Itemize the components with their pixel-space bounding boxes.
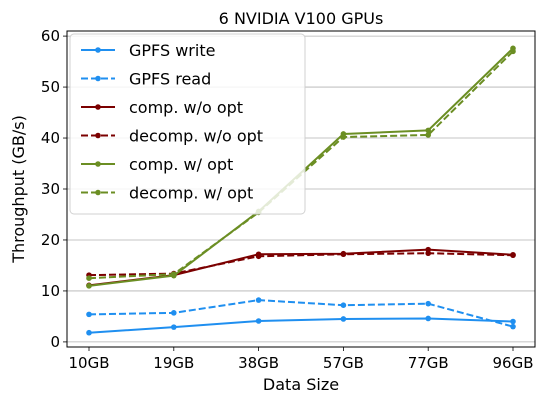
data-point bbox=[86, 275, 92, 281]
data-point bbox=[340, 134, 347, 140]
series-line bbox=[88, 252, 514, 277]
x-tick-label: 10GB bbox=[68, 354, 109, 372]
y-tick-label: 20 bbox=[41, 231, 60, 249]
data-point bbox=[171, 324, 177, 330]
data-point bbox=[255, 297, 262, 303]
y-tick-label: 50 bbox=[41, 78, 60, 96]
y-axis-label: Throughput (GB/s) bbox=[9, 115, 28, 264]
data-point bbox=[425, 132, 432, 138]
data-point bbox=[340, 302, 347, 309]
data-point bbox=[425, 250, 432, 257]
legend-box bbox=[69, 33, 306, 215]
series-0 bbox=[86, 315, 516, 336]
legend-item: decomp. w/ opt bbox=[81, 184, 253, 203]
legend-label: decomp. w/ opt bbox=[129, 184, 253, 203]
legend-label: comp. w/ opt bbox=[129, 155, 233, 174]
series-3 bbox=[86, 250, 516, 278]
data-point bbox=[340, 251, 347, 258]
legend-marker bbox=[95, 47, 101, 53]
y-axis-ticks: 0 10 20 30 40 50 60 bbox=[41, 27, 67, 351]
data-point bbox=[425, 127, 432, 134]
legend-label: GPFS write bbox=[129, 41, 215, 60]
x-tick-label: 77GB bbox=[408, 354, 449, 372]
legend-marker bbox=[95, 161, 101, 167]
legend-item: comp. w/ opt bbox=[81, 155, 233, 174]
x-tick-label: 38GB bbox=[238, 354, 279, 372]
x-axis-ticks: 10GB 19GB 38GB 57GB 77GB 96GB bbox=[68, 347, 534, 372]
x-tick-label: 96GB bbox=[492, 354, 533, 372]
data-point bbox=[510, 323, 516, 330]
data-point bbox=[171, 271, 177, 277]
data-point bbox=[425, 315, 432, 322]
legend-label: GPFS read bbox=[129, 70, 211, 89]
y-tick-label: 40 bbox=[41, 129, 60, 147]
x-tick-label: 19GB bbox=[153, 354, 194, 372]
legend-marker bbox=[95, 104, 101, 110]
y-tick-label: 10 bbox=[41, 282, 60, 300]
legend-item: GPFS write bbox=[81, 41, 215, 60]
data-point bbox=[171, 310, 177, 316]
series-line bbox=[88, 317, 514, 334]
legend-marker bbox=[95, 189, 101, 196]
y-tick-label: 0 bbox=[50, 333, 60, 351]
data-point bbox=[510, 48, 516, 55]
legend: GPFS write GPFS read comp. w/o opt decomp. … bbox=[69, 33, 306, 215]
series-line bbox=[88, 299, 514, 328]
data-point bbox=[510, 252, 516, 259]
chart-title: 6 NVIDIA V100 GPUs bbox=[219, 9, 384, 28]
data-point bbox=[510, 318, 516, 325]
data-point bbox=[86, 311, 92, 318]
x-tick-label: 57GB bbox=[323, 354, 364, 372]
legend-marker bbox=[95, 75, 101, 82]
legend-label: comp. w/o opt bbox=[129, 98, 243, 117]
legend-item: GPFS read bbox=[81, 70, 211, 89]
data-point bbox=[425, 300, 432, 307]
legend-item: comp. w/o opt bbox=[81, 98, 243, 117]
data-point bbox=[255, 253, 262, 260]
y-tick-label: 60 bbox=[41, 27, 60, 45]
legend-item: decomp. w/o opt bbox=[81, 127, 263, 146]
x-axis-label: Data Size bbox=[263, 375, 339, 394]
legend-label: decomp. w/o opt bbox=[129, 127, 263, 146]
data-point bbox=[340, 316, 347, 322]
data-point bbox=[255, 318, 262, 324]
y-tick-label: 30 bbox=[41, 180, 60, 198]
legend-marker bbox=[95, 132, 101, 139]
series-1 bbox=[86, 297, 516, 330]
data-point bbox=[86, 283, 92, 289]
data-point bbox=[86, 329, 92, 336]
